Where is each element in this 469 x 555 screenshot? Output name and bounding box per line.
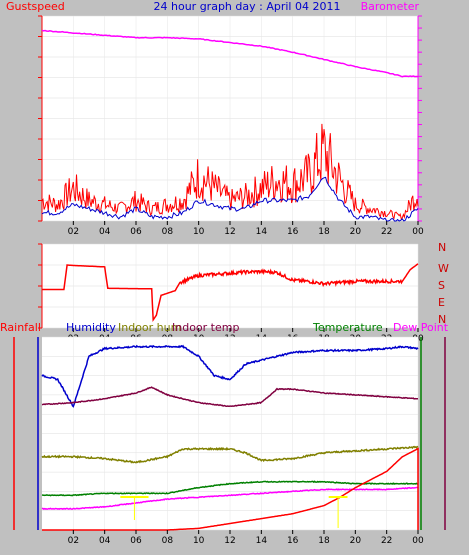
0-x-tick-label: 12: [224, 227, 235, 237]
0-x-tick-label: 10: [193, 227, 205, 237]
0-x-tick-label: 06: [130, 227, 142, 237]
windspeed-line: [41, 176, 419, 222]
0-x-tick-label: 04: [99, 227, 111, 237]
chart-title: 24 hour graph day : April 04 2011: [154, 0, 341, 13]
temperature-label: Temperature: [312, 321, 383, 334]
indoor-hum-line: [41, 445, 419, 464]
compass-n-bottom: N: [438, 313, 446, 326]
2-x-tick-label: 06: [130, 536, 142, 546]
humidity-line: [41, 344, 419, 408]
0-x-tick-label: 08: [162, 227, 174, 237]
2-x-tick-label: 12: [224, 536, 235, 546]
0-x-tick-label: 14: [256, 227, 268, 237]
dew-point-line: [41, 486, 418, 511]
2-x-tick-label: 08: [162, 536, 174, 546]
2-x-tick-label: 20: [350, 536, 362, 546]
2-x-tick-label: 18: [318, 536, 330, 546]
indoor-temp-label: Indoor temp: [172, 321, 239, 334]
temperature-line: [41, 480, 419, 497]
0-x-tick-label: 20: [350, 227, 362, 237]
compass-e: E: [438, 296, 445, 309]
2-x-tick-label: 16: [287, 536, 299, 546]
2-x-tick-label: 00: [412, 536, 424, 546]
indoor-temp-line: [41, 386, 418, 408]
2-x-tick-label: 10: [193, 536, 205, 546]
compass-w: W: [438, 262, 449, 275]
humidity-label: Humidity: [66, 321, 116, 334]
barometer-label: Barometer: [361, 0, 420, 13]
compass-letters: N W S E N: [438, 241, 449, 326]
gustspeed-label: Gustspeed: [6, 0, 65, 13]
barometer-line: [41, 29, 418, 78]
0-x-tick-label: 00: [412, 227, 424, 237]
dew-point-label: Dew Point: [393, 321, 449, 334]
compass-n-top: N: [438, 241, 446, 254]
2-x-tick-label: 14: [256, 536, 268, 546]
rainfall-label: Rainfall: [0, 321, 41, 334]
2-x-tick-label: 22: [381, 536, 392, 546]
indoor-hum-label: Indoor hum: [118, 321, 181, 334]
gustspeed-line: [41, 123, 419, 220]
0-x-tick-label: 16: [287, 227, 299, 237]
0-x-tick-label: 02: [68, 227, 79, 237]
compass-s: S: [438, 279, 445, 292]
0-x-tick-label: 18: [318, 227, 330, 237]
2-x-tick-label: 04: [99, 536, 111, 546]
wind-direction-line: [42, 263, 419, 322]
wind-barometer-panel: 02 04 06 08 10 12 14 16 18 20 22 00: [38, 15, 424, 237]
0-x-tick-label: 22: [381, 227, 392, 237]
2-x-tick-label: 02: [68, 536, 79, 546]
humidity-temperature-panel: 02 04 06 08 10 12 14 16 18 20 22 00: [13, 336, 446, 546]
